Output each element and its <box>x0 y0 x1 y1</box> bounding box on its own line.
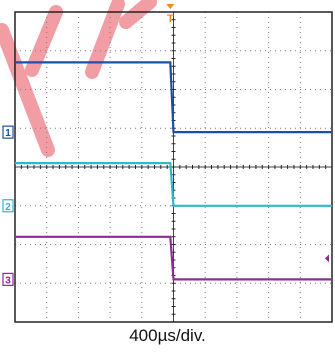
channel-marker-box <box>2 125 14 139</box>
trigger-marker-label: T <box>167 13 174 25</box>
plot-frame <box>14 11 333 323</box>
watermark-stroke <box>25 5 63 77</box>
traces <box>15 61 332 281</box>
trigger-arrow-icon <box>166 4 175 9</box>
graticule <box>14 11 333 323</box>
watermark-stroke <box>85 0 125 79</box>
channel-marker-label: 2 <box>5 202 11 213</box>
channel-marker-box <box>2 199 14 213</box>
trace-ch1 <box>15 61 332 134</box>
channel-marker-label: 3 <box>5 275 11 286</box>
right-level-marker <box>325 254 329 263</box>
channel-marker-label: 1 <box>5 128 11 139</box>
channel-marker-box <box>2 272 14 286</box>
x-axis-label: 400µs/div. <box>129 326 206 345</box>
trace-ch2 <box>15 162 332 207</box>
channel-markers: 1 2 3 T <box>2 4 329 286</box>
trace-ch3 <box>15 235 332 281</box>
